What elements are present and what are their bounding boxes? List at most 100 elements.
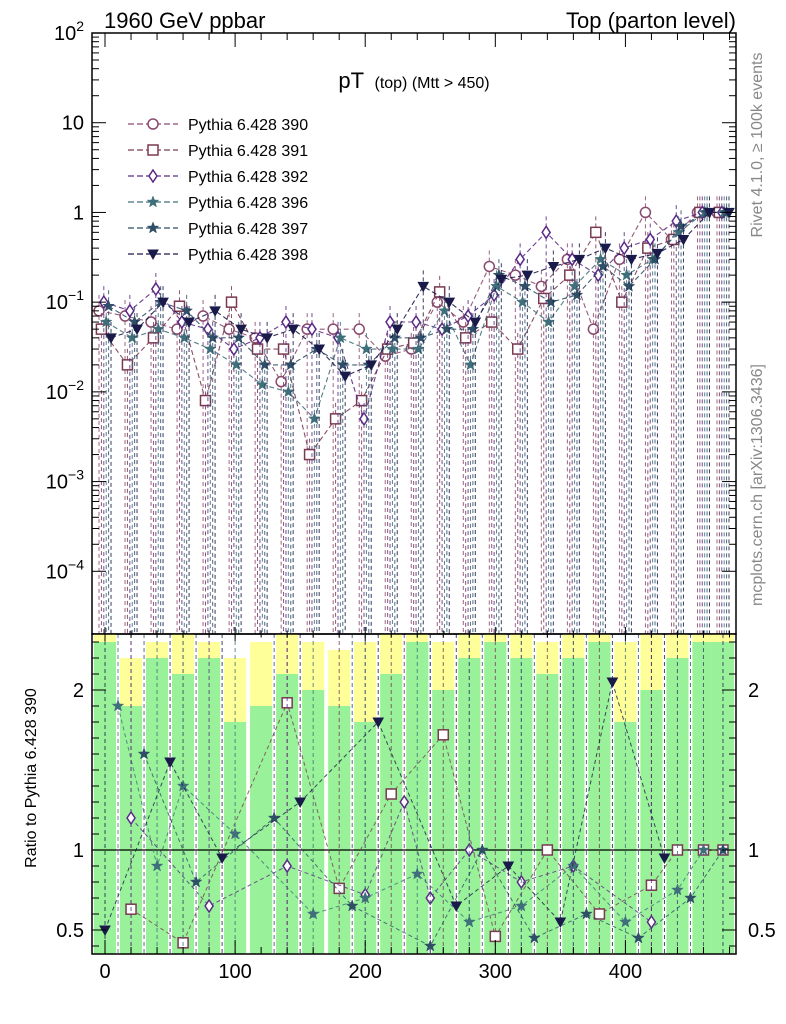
main-point-1-10-shape [355,394,368,407]
xtick-label: 400 [609,961,642,983]
ratio-point-2-3 [228,827,242,840]
main-point-3-20 [620,268,633,281]
main-point-3-17-shape [542,315,555,328]
xtick-label: 100 [218,961,251,983]
main-ytick-label: 1 [73,202,84,224]
ratio-point-4-1 [164,757,176,769]
ratio-point-3-5 [475,843,489,856]
main-point-1-5 [225,296,238,308]
main-point-4-3 [180,304,194,317]
ratio-point-3-1-shape [189,875,203,888]
xtick-label: 0 [99,961,110,983]
legend-marker-3 [146,195,160,208]
main-point-2-12-shape [411,314,421,330]
main-point-5-3-shape [183,317,195,329]
main-point-3-5-shape [229,358,243,371]
ratio-point-2-4 [306,907,320,920]
ratio-band-inner-8 [302,690,325,954]
main-point-4-16 [518,279,532,292]
ytick-base: 10 [54,23,76,45]
legend-marker-5-shape [147,249,159,261]
main-point-3-2 [151,322,165,335]
main-point-4-12 [414,331,428,344]
main-point-5-13-shape [443,297,456,309]
ratio-point-1-2 [282,858,293,874]
main-point-1-4-shape [199,394,212,407]
ratio-point-3-3 [345,899,359,912]
main-point-4-6-shape [258,358,272,371]
main-ytick-pow-label: 10−2 [46,377,84,404]
main-point-4-1 [128,315,141,328]
ytick-exponent: −3 [68,467,84,483]
ratio-point-3-6 [527,931,541,944]
main-point-5-20-shape [625,254,638,266]
main-point-5-16 [521,270,534,282]
legend-marker-0-shape [147,118,159,130]
ytick-base: 10 [46,292,68,314]
legend-marker-2 [148,168,158,184]
main-point-2-2 [150,281,161,297]
ratio-point-0-5-shape [437,729,450,741]
main-point-1-4 [199,394,212,407]
ratio-point-4-2-shape [216,853,228,865]
ratio-point-2-1 [150,859,164,872]
main-point-1-8-shape [303,448,316,461]
main-point-3-19-shape [594,252,607,265]
ratio-band-inner-3 [172,674,195,954]
main-ytick-pow-label: 10−4 [46,556,84,583]
ratio-point-2-12-shape [697,843,710,856]
main-point-5-6-shape [261,333,273,344]
main-point-0-21 [639,206,652,219]
ratio-point-3-5-shape [475,843,489,856]
ratio-point-0-7-shape [541,844,554,856]
main-point-4-11 [388,331,402,344]
ratio-point-2-7 [462,915,476,928]
main-point-0-17 [535,280,548,293]
main-point-1-16-shape [511,343,524,355]
main-point-4-20-shape [622,279,636,292]
main-point-5-17 [547,261,560,273]
ratio-series-line-1 [130,800,652,923]
main-point-0-13 [431,296,444,308]
ytick-exponent: −2 [68,377,84,393]
ratio-point-4-6-shape [502,861,515,873]
ratio-point-2-10-shape [619,915,632,928]
main-point-3-0 [99,315,113,328]
ratio-ylabel: Ratio to Pythia 6.428 390 [23,688,40,868]
ytick-base: 10 [46,382,68,404]
main-point-5-8-shape [313,344,326,356]
main-ytick-pow-label: 10−1 [46,287,84,314]
main-point-4-9-shape [336,358,350,371]
main-ytick-label: 10 [62,113,84,135]
main-point-5-3 [183,317,195,329]
main-point-2-21-shape [645,232,656,247]
ratio-point-2-6 [410,867,424,880]
legend-label-3: Pythia 6.428 396 [188,195,308,212]
main-point-1-17 [538,292,550,305]
ytick-exponent: −4 [68,556,84,572]
legend-marker-3-shape [146,195,160,208]
main-point-5-15-shape [495,274,508,286]
ratio-series-3 [137,634,730,954]
main-point-3-12 [412,342,425,355]
ratio-point-4-3 [294,797,307,809]
main-point-2-17 [541,224,552,240]
ratio-point-2-4-shape [306,907,320,920]
legend-marker-2-shape [148,168,158,184]
ratio-band-inner-17 [536,674,559,954]
ratio-point-3-7 [580,907,593,920]
ratio-point-1-0 [126,810,136,826]
main-point-5-18-shape [573,254,586,266]
main-point-2-8 [307,321,317,337]
mcplots-label: mcplots.cern.ch [arXiv:1306.3436] [749,364,766,606]
main-point-4-14-shape [466,322,480,335]
x-axis: 0 100 200 300 400 [99,33,730,983]
main-point-2-4-shape [202,321,213,337]
ratio-ytick-label-right: 0.5 [748,920,776,942]
ratio-point-1-4 [399,794,410,810]
main-point-2-18-shape [567,251,578,267]
main-point-4-6 [258,358,272,371]
legend-marker-4 [146,221,160,234]
ratio-point-3-8-shape [632,931,645,944]
main-point-2-8-shape [307,321,317,337]
